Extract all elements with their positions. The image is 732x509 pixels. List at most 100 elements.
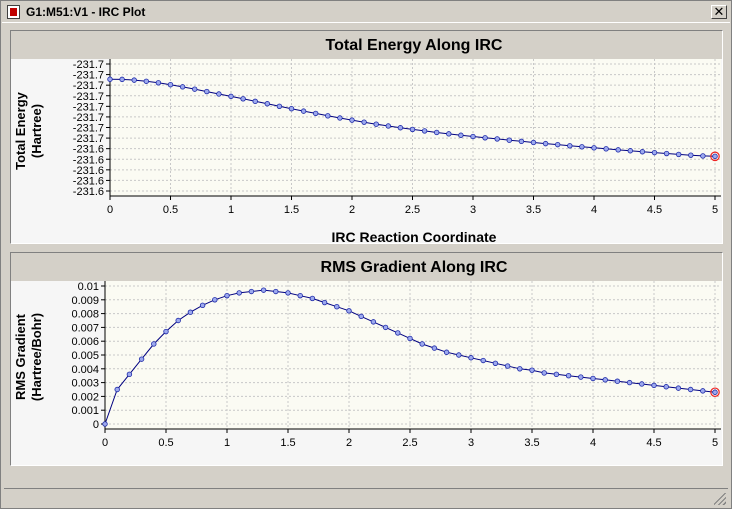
rms-data-point	[712, 389, 718, 395]
energy-current-point-marker	[710, 151, 720, 162]
rms-data-point	[541, 370, 547, 376]
rms-data-point	[675, 385, 682, 391]
resize-grip-icon[interactable]	[714, 493, 726, 505]
energy-x-tick-label: 5	[712, 204, 718, 216]
energy-data-point	[567, 143, 573, 149]
rms-data-point	[236, 290, 242, 296]
rms-data-point	[407, 335, 413, 342]
rms-data-point	[517, 366, 523, 372]
energy-data-point	[591, 145, 597, 151]
close-button[interactable]: ✕	[711, 5, 727, 19]
rms-data-point	[199, 302, 206, 309]
energy-data-point	[688, 152, 694, 158]
energy-y-tick-label: -231.6	[73, 186, 104, 198]
energy-data-point	[651, 149, 658, 156]
energy-data-point	[542, 140, 549, 147]
energy-y-tick-label: -231.7	[73, 112, 104, 124]
rms-data-point	[553, 371, 560, 378]
energy-data-point	[494, 136, 500, 142]
rms-x-tick-label: 1.5	[280, 437, 295, 449]
energy-y-tick-label: -231.7	[73, 59, 104, 71]
energy-data-point	[700, 153, 706, 159]
rms-data-point	[273, 288, 279, 295]
energy-x-tick-label: 3	[470, 204, 476, 216]
energy-data-point	[252, 98, 258, 105]
rms-y-axis-label: (Hartree/Bohr)	[29, 313, 44, 401]
energy-x-tick-label: 4	[591, 204, 597, 216]
rms-data-point	[358, 313, 364, 320]
energy-data-point	[373, 121, 379, 127]
energy-y-tick-label: -231.7	[73, 80, 104, 92]
energy-data-point	[131, 77, 137, 83]
energy-data-point	[264, 101, 270, 107]
energy-chart-header	[11, 31, 722, 59]
rms-data-point	[468, 355, 474, 361]
energy-data-point	[579, 144, 585, 150]
energy-data-point	[313, 110, 319, 117]
energy-data-point	[288, 106, 295, 112]
rms-data-point	[102, 421, 108, 427]
energy-x-tick-label: 2	[349, 204, 355, 216]
energy-data-point	[458, 132, 464, 138]
rms-data-point	[419, 341, 425, 347]
rms-data-point	[480, 357, 486, 364]
energy-y-tick-label: -231.7	[73, 133, 104, 145]
energy-data-point	[107, 76, 113, 82]
energy-data-point	[276, 103, 283, 109]
energy-data-point	[482, 135, 488, 141]
rms-data-point	[285, 290, 291, 296]
title-bar[interactable]: G1:M51:V1 - IRC Plot ✕	[2, 2, 730, 23]
energy-data-point	[555, 141, 561, 148]
rms-y-tick-label: 0.003	[71, 378, 99, 390]
energy-data-point	[155, 80, 162, 86]
rms-data-point	[395, 330, 401, 336]
rms-x-tick-label: 2	[346, 437, 352, 449]
energy-data-point	[361, 119, 367, 125]
energy-data-point	[663, 150, 670, 157]
energy-y-tick-label: -231.7	[73, 101, 104, 113]
rms-data-point	[248, 288, 255, 295]
rms-data-point	[565, 372, 572, 379]
energy-y-tick-label: -231.7	[73, 91, 104, 103]
energy-y-tick-label: -231.6	[73, 144, 104, 156]
rms-data-point	[175, 317, 181, 324]
rms-data-point	[321, 299, 328, 306]
status-bar	[4, 488, 728, 507]
energy-data-point	[446, 131, 452, 137]
rms-y-tick-label: 0.01	[78, 281, 99, 293]
rms-data-point	[700, 388, 706, 394]
rms-data-point	[687, 386, 694, 393]
rms-x-tick-label: 3	[468, 437, 474, 449]
rms-data-point	[138, 356, 145, 362]
energy-chart: Total Energy Along IRC-231.6-231.6-231.6…	[13, 37, 721, 243]
energy-chart-title: Total Energy Along IRC	[326, 37, 503, 54]
energy-y-tick-label: -231.6	[73, 154, 104, 166]
energy-y-axis-label: Total Energy	[13, 91, 28, 170]
energy-data-point	[409, 126, 416, 133]
energy-x-tick-label: 3.5	[526, 204, 541, 216]
rms-y-tick-label: 0.005	[71, 350, 99, 362]
rms-data-point	[297, 292, 303, 299]
rms-data-point	[382, 324, 389, 331]
energy-data-point	[627, 148, 633, 154]
rms-y-tick-label: 0.009	[71, 295, 99, 307]
energy-data-point	[434, 129, 440, 136]
rms-data-point	[212, 297, 218, 303]
rms-y-tick-label: 0.006	[71, 336, 99, 348]
rms-x-tick-label: 1	[224, 437, 230, 449]
energy-x-tick-label: 1.5	[284, 204, 299, 216]
rms-data-point	[163, 328, 169, 335]
rms-chart-panel: RMS Gradient Along IRC 0 0.001 0.002 0.003 0.…	[10, 252, 723, 466]
rms-x-tick-label: 3.5	[524, 437, 539, 449]
rms-x-tick-label: 4	[590, 437, 596, 449]
rms-data-point	[151, 341, 157, 347]
rms-x-tick-label: 2.5	[402, 437, 417, 449]
energy-data-point	[518, 138, 525, 145]
energy-data-point	[615, 147, 621, 153]
window-title: G1:M51:V1 - IRC Plot	[26, 5, 146, 19]
energy-data-point	[228, 93, 234, 100]
rms-data-point	[663, 384, 669, 390]
rms-data-point	[443, 349, 450, 355]
energy-data-point	[204, 88, 210, 95]
